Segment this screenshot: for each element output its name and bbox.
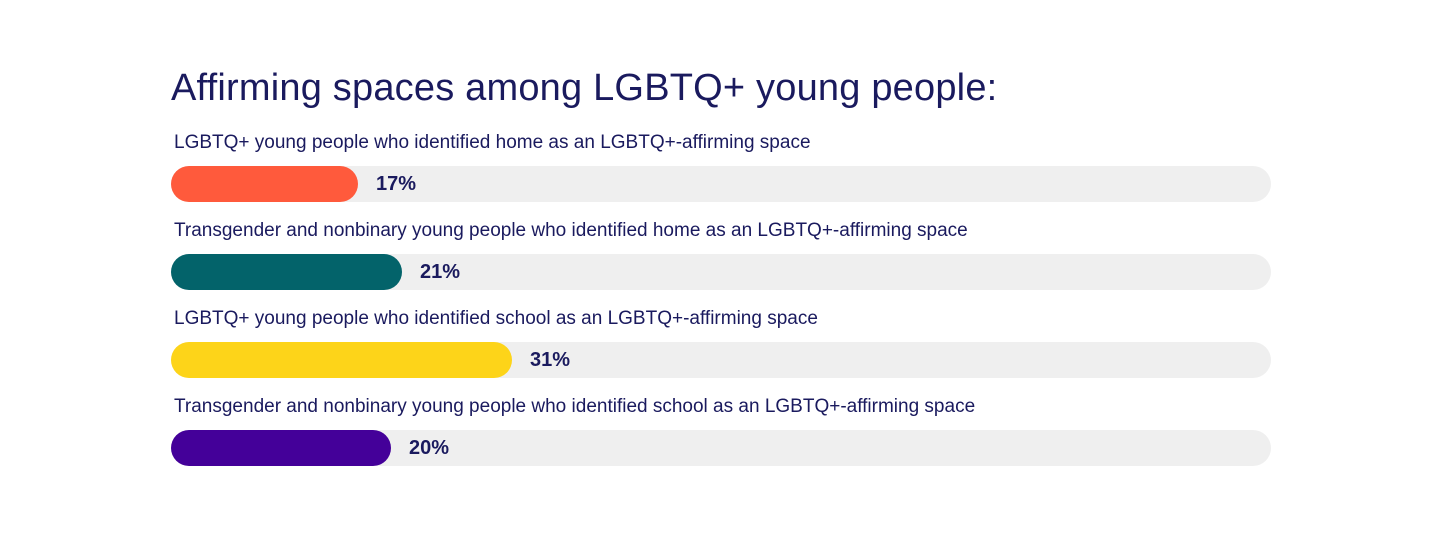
bar-category-label: LGBTQ+ young people who identified home … bbox=[174, 132, 811, 153]
bar-category-label: LGBTQ+ young people who identified schoo… bbox=[174, 308, 818, 329]
bar-value-label: 17% bbox=[376, 173, 417, 195]
bar-list: LGBTQ+ young people who identified home … bbox=[171, 130, 1271, 482]
bar-category-label: Transgender and nonbinary young people w… bbox=[174, 220, 968, 241]
bar-track: 17% bbox=[171, 166, 1271, 202]
bar-track: 20% bbox=[171, 430, 1271, 466]
bar-track: 31% bbox=[171, 342, 1271, 378]
bar-fill bbox=[171, 166, 358, 202]
chart: Affirming spaces among LGBTQ+ young peop… bbox=[171, 62, 1271, 482]
bar-value-label: 20% bbox=[409, 437, 450, 459]
bar-fill bbox=[171, 430, 391, 466]
chart-title: Affirming spaces among LGBTQ+ young peop… bbox=[171, 67, 998, 109]
bar-row: LGBTQ+ young people who identified home … bbox=[171, 130, 1271, 218]
bar-value-label: 31% bbox=[530, 349, 571, 371]
bar-fill bbox=[171, 254, 402, 290]
bar-track: 21% bbox=[171, 254, 1271, 290]
bar-row: Transgender and nonbinary young people w… bbox=[171, 394, 1271, 482]
bar-value-label: 21% bbox=[420, 261, 461, 283]
bar-row: LGBTQ+ young people who identified schoo… bbox=[171, 306, 1271, 394]
bar-row: Transgender and nonbinary young people w… bbox=[171, 218, 1271, 306]
bar-category-label: Transgender and nonbinary young people w… bbox=[174, 396, 976, 417]
bar-fill bbox=[171, 342, 512, 378]
